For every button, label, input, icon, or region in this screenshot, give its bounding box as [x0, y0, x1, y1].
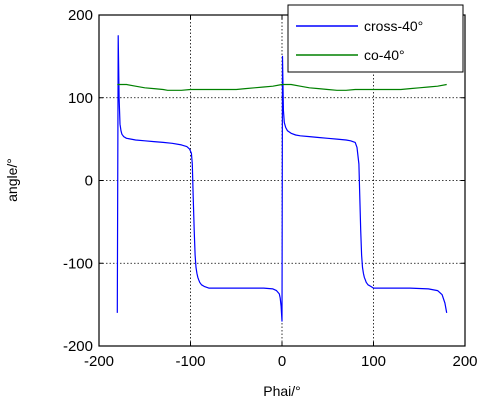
axis-ticks: -200 -100 0 100 200 -200 -100 0 100 200 — [63, 7, 478, 370]
y-tick-label: 100 — [68, 90, 93, 107]
x-tick-label: 0 — [278, 353, 286, 370]
y-tick-label: 0 — [85, 173, 93, 190]
legend-label-co-40: co-40° — [364, 47, 405, 63]
x-tick-label: 200 — [452, 353, 477, 370]
y-tick-label: 200 — [68, 7, 93, 24]
y-tick-label: -100 — [63, 255, 93, 272]
x-tick-label: 100 — [361, 353, 386, 370]
y-axis-label: angle/° — [4, 158, 20, 202]
series-layer — [116, 35, 448, 322]
legend-label-cross-40: cross-40° — [364, 18, 423, 34]
series-line-cross-40 — [116, 35, 448, 322]
legend: cross-40° co-40° — [287, 4, 464, 73]
x-axis-label: Phai/° — [263, 383, 301, 399]
legend-box — [287, 4, 464, 73]
x-tick-label: -100 — [175, 353, 205, 370]
x-tick-label: -200 — [84, 353, 114, 370]
series-line-co-40 — [117, 83, 447, 91]
y-tick-label: -200 — [63, 338, 93, 355]
